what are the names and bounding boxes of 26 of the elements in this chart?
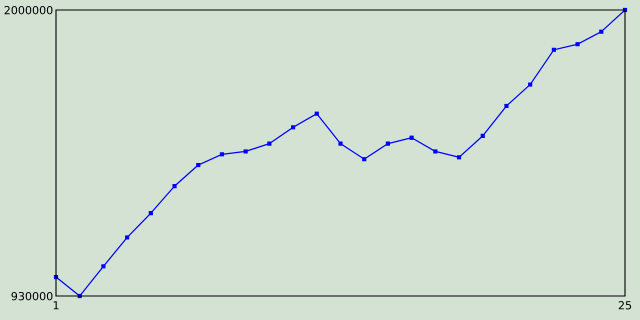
- point: [220, 152, 224, 156]
- point: [148, 211, 153, 216]
- point: [244, 149, 248, 154]
- point: [433, 149, 438, 154]
- y-tick-label: 930000: [12, 292, 52, 300]
- x-tick-label: 25: [618, 301, 632, 310]
- point: [125, 235, 130, 240]
- point: [267, 142, 272, 146]
- point: [196, 162, 200, 168]
- point: [504, 104, 509, 108]
- point: [101, 264, 106, 268]
- x-tick-label: 1: [54, 301, 59, 310]
- point: [480, 134, 485, 138]
- point: [528, 82, 532, 87]
- point: [552, 48, 556, 52]
- point: [599, 30, 604, 34]
- point: [338, 142, 343, 146]
- y-tick-label: 2000000: [4, 6, 52, 14]
- point: [456, 155, 462, 160]
- point: [172, 184, 177, 188]
- point: [410, 136, 414, 140]
- point: [291, 125, 296, 130]
- point: [576, 42, 580, 46]
- point: [314, 112, 319, 116]
- point: [386, 142, 390, 146]
- point: [362, 157, 366, 162]
